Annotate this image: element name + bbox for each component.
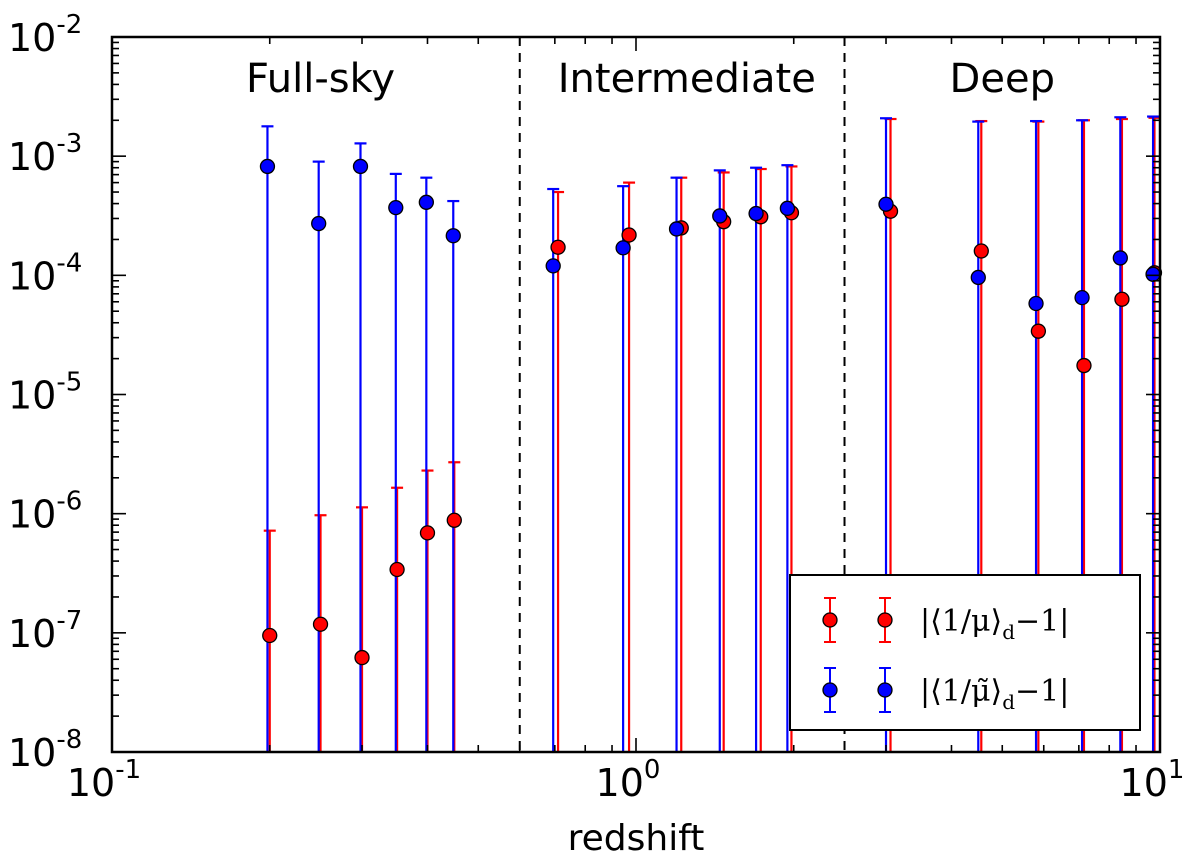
legend-label-sub: d [1002,690,1015,714]
legend-label-sub: d [1002,620,1015,644]
x-tick-label: 100 [596,755,661,805]
tick-label-exponent: 1 [1168,755,1185,785]
tick-label-exponent: -3 [56,129,82,159]
tick-label-base: 10 [1120,761,1168,805]
legend-marker [877,682,893,698]
tick-label-exponent: -5 [56,368,82,398]
tick-label-exponent: 0 [644,755,661,785]
y-tick-label: 10-6 [8,487,82,537]
data-point [445,228,461,244]
data-point [973,243,989,259]
data-point [779,200,796,216]
data-point [545,258,561,274]
axis-ticks [111,36,1161,753]
data-point [970,269,986,286]
tick-label-base: 10 [8,135,56,179]
data-point [388,199,404,216]
data-point [668,221,685,237]
tick-label-base: 10 [67,761,115,805]
legend-entry-1: |⟨1/μ̃⟩d−1| [822,667,1069,714]
data-point [621,227,637,243]
series-points-0 [262,203,1163,666]
tick-label-base: 10 [8,612,56,656]
plot-content [259,37,1163,752]
tick-label-base: 10 [8,16,56,60]
tick-label-exponent: -6 [56,487,82,517]
tick-label-base: 10 [8,493,56,537]
legend-entry-0: |⟨1/μ⟩d−1| [822,597,1069,644]
data-point [1076,357,1092,374]
legend-box [789,574,1141,731]
data-point [1074,289,1090,306]
tick-label-exponent: -1 [115,755,141,785]
region-labels: Full-sky Intermediate Deep [246,56,1055,102]
x-tick-label: 101 [1120,755,1185,805]
data-point [418,194,434,210]
legend-label-main: |⟨1/μ̃⟩ [920,674,1002,709]
tick-label-base: 10 [8,374,56,418]
legend: |⟨1/μ⟩d−1||⟨1/μ̃⟩d−1| [789,574,1141,731]
tick-label-exponent: -8 [56,725,82,755]
data-point [1145,266,1161,282]
data-point [878,196,894,212]
data-point [615,240,631,256]
y-tick-label: 10-8 [8,725,82,775]
region-label: Deep [950,56,1055,102]
data-point [352,158,369,175]
data-point [419,525,436,541]
data-point [446,512,462,528]
legend-marker [822,682,838,698]
data-point [312,616,329,632]
tick-label-exponent: -4 [56,248,82,278]
legend-label-main: |⟨1/μ⟩ [920,604,1002,639]
data-point [712,208,728,224]
tick-label-base: 10 [8,254,56,298]
tick-label-exponent: -2 [56,10,82,40]
data-point [550,239,566,255]
data-point [389,561,405,578]
data-point [259,158,276,175]
legend-marker [822,612,838,628]
data-point [1112,250,1128,266]
data-point [262,627,278,644]
data-point [311,215,327,232]
y-tick-label: 10-5 [8,368,82,418]
x-axis-title: redshift [568,818,705,859]
y-tick-label: 10-7 [8,606,82,656]
data-point [354,649,370,666]
series-points-1 [259,158,1161,312]
x-tick-label: 10-1 [67,755,141,805]
tick-label-base: 10 [596,761,644,805]
y-tick-label: 10-4 [8,248,82,298]
region-label: Full-sky [246,56,395,102]
tick-label-exponent: -7 [56,606,82,636]
tick-label-base: 10 [8,731,56,775]
legend-label-tail: −1| [1015,674,1069,709]
data-point [748,205,764,222]
data-point [1114,291,1130,307]
y-tick-label: 10-3 [8,129,82,179]
data-point [1030,323,1047,339]
legend-label: |⟨1/μ̃⟩d−1| [920,674,1069,714]
legend-label-tail: −1| [1015,604,1069,639]
legend-label: |⟨1/μ⟩d−1| [920,604,1069,644]
region-label: Intermediate [558,56,816,102]
data-point [1028,295,1044,312]
legend-marker [877,612,893,628]
y-tick-label: 10-2 [8,10,82,60]
